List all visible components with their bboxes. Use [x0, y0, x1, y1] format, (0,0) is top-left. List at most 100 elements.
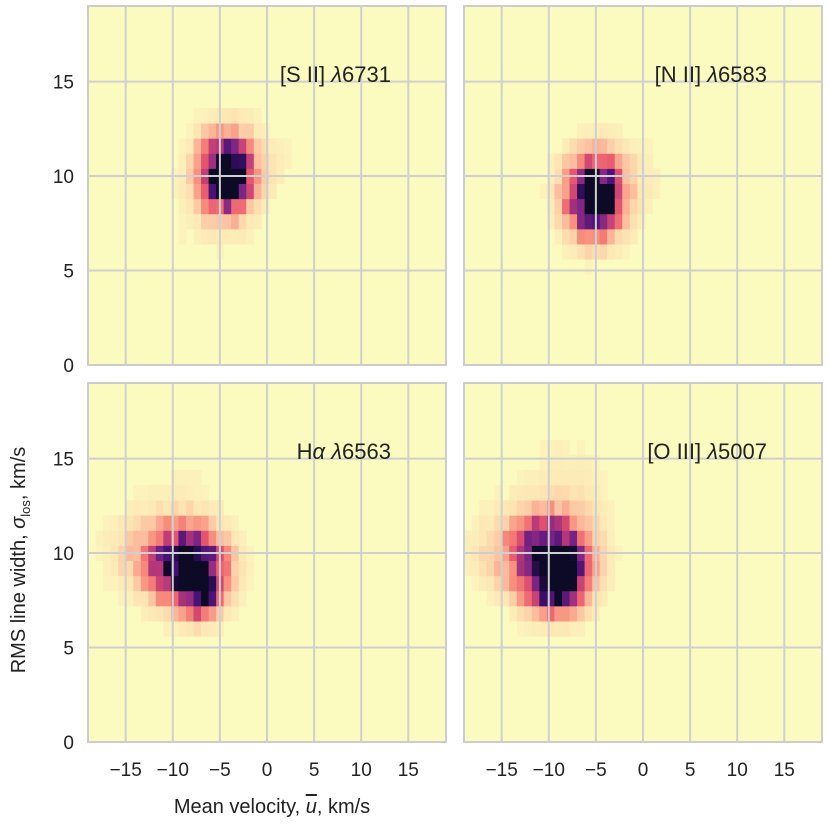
heatmap-cell [494, 590, 503, 607]
heatmap-cell [554, 621, 563, 637]
heatmap-cell [238, 138, 247, 154]
panel-frame [87, 382, 447, 743]
heatmap-cell [170, 590, 179, 607]
heatmap-cell [546, 500, 555, 516]
heatmap-cell [170, 515, 179, 531]
heatmap-cell [246, 575, 255, 592]
heatmap-cell [599, 590, 608, 607]
heatmap-cell [539, 500, 548, 516]
heatmap-cell [569, 454, 578, 471]
heatmap-cell [539, 530, 548, 546]
heatmap-cell [479, 515, 488, 531]
heatmap-cell [133, 515, 142, 531]
panel-label-text: [S II] [280, 62, 331, 87]
heatmap-cell [208, 500, 217, 516]
heatmap-cell [546, 183, 555, 200]
heatmap-cell [118, 590, 127, 607]
heatmap-cell [276, 153, 285, 169]
heatmap-cell [524, 560, 533, 577]
heatmap-cell [584, 259, 593, 275]
heatmap-cell [471, 515, 480, 531]
heatmap-cell [193, 108, 202, 124]
heatmap-cell [501, 575, 510, 592]
heatmap-cell [261, 198, 270, 215]
heatmap-cell [486, 560, 495, 577]
heatmap-cell [283, 138, 292, 154]
heatmap-cell [539, 439, 548, 456]
heatmap-cell [471, 575, 480, 592]
heatmap-cell [599, 500, 608, 516]
heatmap-cell [569, 228, 578, 245]
heatmap-cell [208, 228, 217, 245]
y-axis-title-unit: , km/s [8, 447, 30, 500]
heatmap-cell [516, 530, 525, 546]
panel-label: [O III] λ5007 [647, 439, 767, 464]
panel-4: [O III] λ5007 [463, 382, 823, 743]
heatmap-cell [546, 530, 555, 546]
heatmap-cell [133, 485, 142, 501]
heatmap-cell [516, 469, 525, 486]
heatmap-cell [531, 621, 540, 637]
heatmap-cell [479, 575, 488, 592]
x-tick-label: −15 [486, 760, 518, 781]
heatmap-cell [524, 500, 533, 516]
heatmap-cell [208, 123, 217, 139]
heatmap-cell [208, 515, 217, 531]
heatmap-cell [170, 575, 179, 592]
heatmap-cell [539, 560, 548, 577]
heatmap-cell [185, 213, 194, 230]
axes-layer: 0 5 10 15 0 5 10 15 −15 −10 −5 0 5 10 15 −15 −10 −5 0 5 10 15 [53, 73, 795, 781]
heatmap-cell [201, 198, 209, 215]
x-tick-label: 15 [398, 760, 419, 781]
panel-frame [463, 382, 823, 743]
heatmap-cell [223, 108, 232, 124]
heatmap-cell [464, 530, 472, 546]
heatmap-cell [110, 515, 119, 531]
heatmap-cell [193, 228, 202, 245]
heatmap-cell [584, 153, 593, 169]
heatmap-cell [140, 575, 149, 592]
heatmap-cell [238, 530, 247, 546]
heatmap-cell [584, 575, 593, 592]
heatmap-cell [584, 605, 593, 622]
heatmap-cell [185, 605, 194, 622]
heatmap-cell [223, 590, 232, 607]
heatmap-cell [201, 138, 209, 154]
heatmap-cell [509, 530, 518, 546]
heatmap-cell [644, 183, 653, 200]
heatmap-cell [569, 244, 578, 260]
heatmap-cell [178, 621, 187, 637]
heatmap-cell [178, 138, 187, 154]
heatmap-cell [561, 500, 570, 516]
heatmap-cell [140, 530, 149, 546]
heatmap-cell [103, 560, 112, 577]
panel-label-symbol: λ [706, 439, 718, 464]
heatmap-cell [577, 153, 585, 169]
heatmap-cell [554, 605, 563, 622]
heatmap-cell [208, 575, 217, 592]
heatmap-cell [231, 198, 240, 215]
heatmap-cell [584, 469, 593, 486]
heatmap-cell [622, 213, 631, 230]
heatmap-cell [516, 560, 525, 577]
heatmap-cell [170, 469, 179, 486]
x-tick-label: −10 [533, 760, 565, 781]
heatmap-cell [148, 500, 157, 516]
panel-label-text: [O III] [647, 439, 707, 464]
heatmap-cell [584, 590, 593, 607]
heatmap-cell [231, 575, 240, 592]
heatmap-cell [524, 605, 533, 622]
heatmap-cell [577, 138, 585, 154]
heatmap-cell [201, 590, 209, 607]
heatmap-cell [253, 153, 262, 169]
heatmap-cell [539, 515, 548, 531]
grid-lines [464, 383, 822, 742]
heatmap-cell [569, 530, 578, 546]
heatmap-cell [622, 153, 631, 169]
heatmap-cell [231, 560, 240, 577]
heatmap-cell [554, 228, 563, 245]
heatmap-cell [118, 575, 127, 592]
panel-label: Hα λ6563 [297, 439, 391, 464]
heatmap-cell [524, 485, 533, 501]
heatmap-cell [178, 515, 187, 531]
